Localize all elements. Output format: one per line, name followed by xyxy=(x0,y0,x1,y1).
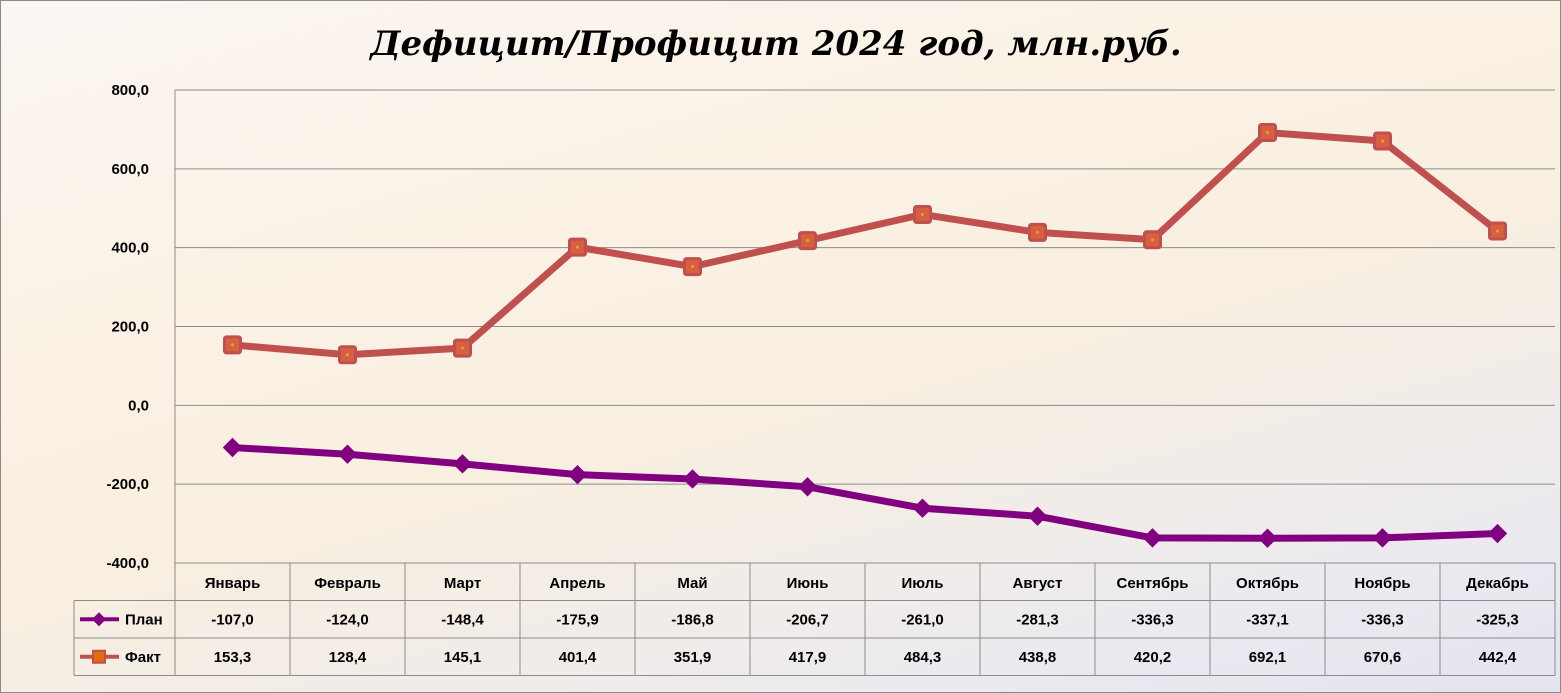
x-category-label: Апрель xyxy=(549,575,605,592)
x-category-label: Март xyxy=(444,575,481,592)
x-category-label: Февраль xyxy=(314,575,381,592)
data-point xyxy=(452,454,473,474)
y-tick-label: -400,0 xyxy=(106,555,149,572)
y-tick-label: -200,0 xyxy=(106,476,149,493)
data-point xyxy=(1027,506,1048,526)
table-cell: -124,0 xyxy=(326,611,369,628)
series-line-0 xyxy=(229,444,1501,542)
y-axis: 800,0 600,0 400,0 200,0 0,0 -200,0 -400,0 xyxy=(106,82,176,572)
y-tick-label: 0,0 xyxy=(128,397,149,414)
table-cell: -261,0 xyxy=(901,611,944,628)
data-point-dot xyxy=(806,239,809,243)
table-cell: -186,8 xyxy=(671,611,714,628)
data-table: Январь Февраль Март Апрель Май Июнь Июль Август… xyxy=(73,562,1556,676)
data-point-dot xyxy=(921,212,924,216)
table-cell: 128,4 xyxy=(329,649,367,666)
legend-marker-1 xyxy=(92,649,106,664)
table-cell: 484,3 xyxy=(904,649,942,666)
legend-marker-0 xyxy=(92,612,106,627)
legend-label: Факт xyxy=(125,649,161,666)
table-cell: 420,2 xyxy=(1134,649,1172,666)
series-line-1 xyxy=(229,129,1501,359)
table-cell: -336,3 xyxy=(1361,611,1404,628)
x-category-label: Август xyxy=(1013,575,1063,592)
data-point-dot xyxy=(1496,229,1499,233)
table-cell: 692,1 xyxy=(1249,649,1287,666)
y-tick-label: 200,0 xyxy=(111,319,149,336)
table-cell: -281,3 xyxy=(1016,611,1059,628)
data-point xyxy=(682,469,703,489)
table-cell: -336,3 xyxy=(1131,611,1174,628)
data-point-dot xyxy=(576,245,579,249)
table-cell: -325,3 xyxy=(1476,611,1519,628)
table-cell: 442,4 xyxy=(1479,649,1517,666)
data-point xyxy=(1487,523,1508,544)
data-point xyxy=(797,477,818,497)
data-point xyxy=(1257,528,1278,548)
chart-title: Дефицит/Профицит 2024 год, млн.руб. xyxy=(368,24,1181,64)
data-point-dot xyxy=(1036,230,1039,234)
data-point-dot xyxy=(461,346,464,350)
x-category-label: Январь xyxy=(205,575,261,592)
x-category-label: Май xyxy=(677,575,707,592)
table-cell: -175,9 xyxy=(556,611,599,628)
data-point xyxy=(337,444,358,464)
x-category-label: Июнь xyxy=(787,575,829,592)
data-point xyxy=(567,464,588,485)
data-point xyxy=(222,437,243,458)
table-cell: 401,4 xyxy=(559,649,597,666)
data-point-dot xyxy=(231,343,234,347)
table-cell: -337,1 xyxy=(1246,611,1289,628)
table-cell: 417,9 xyxy=(789,649,827,666)
data-point-dot xyxy=(1381,139,1384,143)
x-category-label: Декабрь xyxy=(1466,575,1529,592)
data-point-dot xyxy=(346,353,349,357)
legend-label: План xyxy=(125,611,163,628)
table-cell: -148,4 xyxy=(441,611,484,628)
table-cell: -107,0 xyxy=(211,611,254,628)
y-tick-label: 800,0 xyxy=(111,82,149,99)
grid-lines xyxy=(175,89,1555,564)
data-point-dot xyxy=(1266,131,1269,135)
x-category-label: Ноябрь xyxy=(1354,575,1410,592)
table-cell: 153,3 xyxy=(214,649,252,666)
table-cell: 438,8 xyxy=(1019,649,1057,666)
data-point xyxy=(1372,528,1393,548)
x-category-label: Октябрь xyxy=(1236,575,1299,592)
x-category-label: Июль xyxy=(902,575,944,592)
data-point-dot xyxy=(1151,238,1154,242)
table-cell: 145,1 xyxy=(444,649,482,666)
data-point xyxy=(912,498,933,518)
x-category-label: Сентябрь xyxy=(1117,575,1189,592)
y-tick-label: 400,0 xyxy=(111,240,149,257)
data-point xyxy=(1142,528,1163,548)
series-group xyxy=(222,123,1508,548)
y-tick-label: 600,0 xyxy=(111,161,149,178)
table-cell: -206,7 xyxy=(786,611,829,628)
table-cell: 670,6 xyxy=(1364,649,1402,666)
data-point-dot xyxy=(691,265,694,269)
table-cell: 351,9 xyxy=(674,649,712,666)
